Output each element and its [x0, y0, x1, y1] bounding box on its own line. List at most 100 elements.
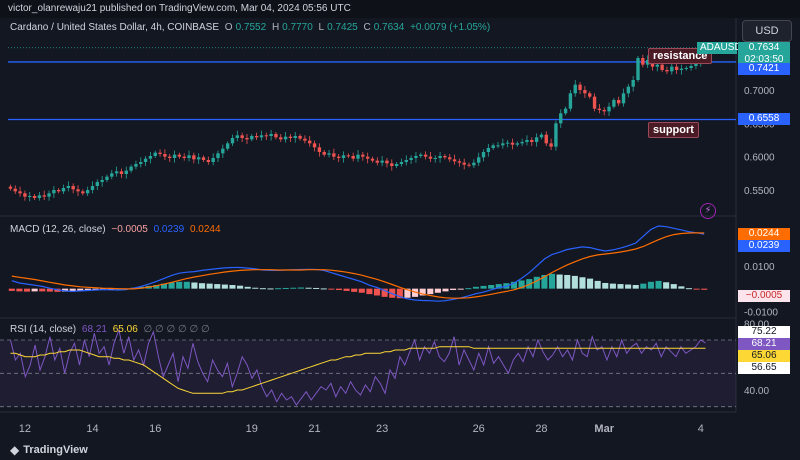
candle-body — [23, 193, 27, 197]
candle-body — [592, 96, 597, 109]
macd-hist-bar — [693, 288, 700, 290]
macd-hist-bar — [472, 286, 479, 289]
candle-body — [423, 154, 428, 157]
flash-icon[interactable]: ⚡ — [700, 203, 716, 219]
candle-body — [13, 188, 17, 192]
candle-body — [81, 191, 85, 194]
macd-hist-bar — [602, 282, 609, 289]
candle-body — [187, 155, 191, 158]
macd-hist-bar — [571, 275, 578, 289]
macd-hist-bar — [16, 288, 23, 292]
candle-body — [501, 143, 505, 146]
macd-hist-bar — [31, 288, 38, 292]
candle-body — [230, 138, 235, 144]
open-value: 0.7552 — [235, 22, 267, 33]
macd-hist-bar — [541, 274, 548, 289]
candle-body — [192, 155, 196, 160]
x-tick-0: 12 — [19, 423, 31, 435]
candle-body — [327, 153, 331, 155]
candle-body — [110, 173, 114, 177]
macd-hist-bar — [153, 285, 160, 289]
rsi-lower-tag: 56.65 — [738, 362, 790, 374]
candle-body — [172, 154, 177, 158]
candle-body — [689, 66, 693, 68]
macd-hist-bar — [335, 288, 343, 291]
candle-body — [95, 182, 99, 186]
candle-body — [491, 145, 495, 148]
macd-hist-bar — [206, 283, 213, 289]
macd-hist-tag: −0.0005 — [738, 290, 790, 302]
macd-hist-bar — [579, 277, 586, 289]
candle-body — [76, 189, 80, 192]
candle-body — [134, 164, 138, 167]
candle-body — [32, 196, 37, 198]
change-value: +0.0079 (+1.05%) — [410, 22, 491, 33]
resistance-price-tag: 0.7421 — [738, 63, 790, 75]
candle-body — [481, 152, 486, 158]
candle-body — [119, 171, 124, 174]
rsi-title: RSI (14, close) — [10, 324, 77, 335]
macd-hist-bar — [488, 285, 495, 289]
macd-hist-bar — [198, 283, 206, 289]
candle-body — [221, 148, 225, 154]
candle-body — [8, 186, 13, 189]
candle-body — [462, 162, 466, 165]
x-tick-1: 14 — [86, 423, 98, 435]
macd-hist-bar — [267, 288, 274, 290]
macd-hist-bar — [176, 281, 183, 289]
candle-body — [153, 152, 157, 156]
candle-body — [414, 156, 418, 158]
macd-hist-bar — [701, 288, 708, 290]
macd-hist-bar — [678, 286, 685, 289]
publisher-bar: victor_olanrewaju21 published on Trading… — [0, 0, 800, 18]
rsi-value-tag: 68.21 — [738, 338, 790, 350]
macd-ytick-1: 0.0100 — [744, 262, 775, 273]
macd-hist-bar — [8, 288, 15, 291]
rsi-line — [10, 328, 706, 406]
candle-body — [303, 138, 307, 141]
macd-hist-bar — [305, 287, 312, 289]
candle-body — [404, 160, 408, 162]
candle-body — [235, 135, 239, 138]
rsi-legend-value: 68.21 — [81, 324, 107, 335]
price-ytick-3: 0.5500 — [744, 186, 775, 197]
macd-hist-bar — [548, 273, 556, 289]
candle-body — [438, 156, 442, 158]
macd-hist-bar — [510, 281, 518, 289]
tradingview-logo[interactable]: ◆ TradingView — [10, 443, 88, 457]
candle-body — [597, 108, 602, 110]
candle-body — [85, 190, 90, 194]
resistance-annotation[interactable]: resistance — [648, 48, 713, 64]
macd-hist-bar — [275, 288, 282, 290]
candle-body — [433, 158, 437, 159]
candle-body — [148, 156, 153, 159]
macd-hist-bar — [632, 285, 639, 289]
symbol-tag: ADAUSD — [697, 42, 742, 54]
macd-line — [11, 225, 705, 302]
candle-body — [621, 93, 626, 104]
candle-body — [139, 162, 143, 164]
x-tick-9: 4 — [698, 423, 704, 435]
candle-body — [568, 93, 573, 109]
candle-body — [477, 157, 481, 163]
candle-body — [356, 154, 360, 159]
macd-hist-bar — [84, 288, 91, 291]
macd-hist-bar — [587, 278, 594, 289]
candle-body — [66, 186, 71, 188]
price-ytick-0: 0.7000 — [744, 86, 775, 97]
candle-body — [332, 153, 336, 157]
currency-button[interactable]: USD — [742, 20, 792, 42]
candle-body — [37, 195, 42, 198]
macd-hist-bar — [564, 274, 571, 289]
candle-body — [100, 180, 104, 182]
candle-body — [124, 170, 128, 174]
support-annotation[interactable]: support — [648, 122, 699, 138]
macd-hist-bar — [412, 288, 419, 297]
candle-body — [298, 136, 302, 139]
candle-body — [563, 108, 568, 114]
candle-body — [448, 157, 452, 160]
candle-body — [452, 159, 457, 162]
x-tick-6: 26 — [473, 423, 485, 435]
close-value: 0.7634 — [373, 22, 405, 33]
candle-body — [346, 155, 351, 157]
